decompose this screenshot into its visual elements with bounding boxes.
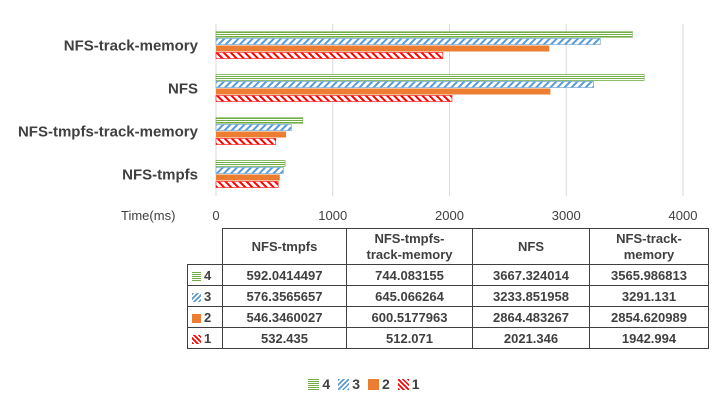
legend-item-3: 3 (338, 376, 360, 392)
table-row: 3 576.3565657 645.066264 3233.851958 3291.13… (187, 285, 709, 307)
x-axis-title: Time(ms) (121, 208, 175, 223)
table-cell: 576.3565657 (222, 285, 347, 307)
bar-1 (215, 95, 453, 102)
legend-label: 1 (411, 376, 420, 392)
legend-item-4: 4 (308, 376, 330, 392)
table-row-key: 3 (187, 285, 223, 307)
x-tick-label: 3000 (552, 208, 581, 223)
x-tick-label: 0 (212, 208, 219, 223)
table-cell: 532.435 (222, 327, 347, 349)
category-label: NFS-track-memory (64, 38, 199, 55)
table-row-key: 4 (187, 264, 223, 286)
legend: 4 3 2 1 (0, 376, 728, 392)
table-cell: 2854.620989 (589, 306, 709, 328)
bar-1 (215, 181, 279, 188)
data-table: NFS-tmpfs NFS-tmpfs-track-memory NFS NFS-tr… (187, 228, 709, 349)
bar-3 (215, 124, 292, 131)
bar-2 (216, 45, 550, 52)
bar-2 (216, 174, 280, 181)
table-cell: 592.0414497 (222, 264, 347, 286)
category-label: NFS-tmpfs-track-memory (18, 124, 199, 141)
series-swatch-1 (192, 334, 201, 344)
bar-3 (215, 38, 601, 45)
table-cell: 3233.851958 (472, 285, 590, 307)
table-cell: 512.071 (346, 327, 473, 349)
series-swatch-4 (308, 379, 320, 390)
category-label: NFS-tmpfs (122, 167, 198, 184)
table-cell: 744.083155 (346, 264, 473, 286)
series-swatch-2 (368, 379, 379, 390)
table-row-key: 1 (187, 327, 223, 349)
category-label: NFS (168, 81, 198, 98)
bar-chart: NFS-tmpfs NFS-tmpfs-track-memory NFS NFS-tr… (18, 24, 698, 223)
table-header: NFS-tmpfs-track-memory (346, 228, 473, 265)
legend-label: 4 (322, 376, 331, 392)
legend-item-1: 1 (397, 376, 420, 392)
table-header: NFS (472, 228, 590, 265)
table-cell: 546.3460027 (222, 306, 347, 328)
table-corner (187, 228, 223, 265)
legend-label: 3 (352, 376, 360, 392)
table-row: 1 532.435 512.071 2021.346 1942.994 (187, 327, 709, 349)
bar-4 (215, 74, 645, 81)
series-swatch-3 (192, 292, 201, 302)
table-cell: 645.066264 (346, 285, 473, 307)
x-tick-label: 4000 (669, 208, 698, 223)
table-row-key: 2 (187, 306, 223, 328)
series-swatch-1 (397, 379, 409, 390)
bar-1 (215, 52, 444, 59)
bar-2 (216, 131, 287, 138)
legend-item-2: 2 (368, 376, 390, 392)
table-cell: 3291.131 (589, 285, 709, 307)
table-cell: 3667.324014 (472, 264, 590, 286)
series-swatch-2 (192, 313, 201, 323)
bar-4 (215, 117, 304, 124)
table-header: NFS-track-memory (589, 228, 709, 265)
table-cell: 3565.986813 (589, 264, 709, 286)
table-cell: 2864.483267 (472, 306, 590, 328)
table-cell: 2021.346 (472, 327, 590, 349)
table-row: 4 592.0414497 744.083155 3667.324014 3565.98… (187, 264, 709, 286)
series-swatch-3 (338, 379, 350, 390)
bar-4 (215, 31, 633, 38)
bar-2 (216, 88, 551, 95)
x-tick-label: 1000 (318, 208, 347, 223)
series-swatch-4 (192, 271, 201, 281)
bar-3 (215, 167, 284, 174)
table-cell: 1942.994 (589, 327, 709, 349)
bar-4 (215, 160, 286, 167)
table-row: 2 546.3460027 600.5177963 2864.483267 2854.6… (187, 306, 709, 328)
x-tick-label: 2000 (435, 208, 464, 223)
bar-3 (215, 81, 594, 88)
bar-1 (215, 138, 277, 145)
table-cell: 600.5177963 (346, 306, 473, 328)
legend-label: 2 (382, 376, 390, 392)
table-header: NFS-tmpfs (222, 228, 347, 265)
